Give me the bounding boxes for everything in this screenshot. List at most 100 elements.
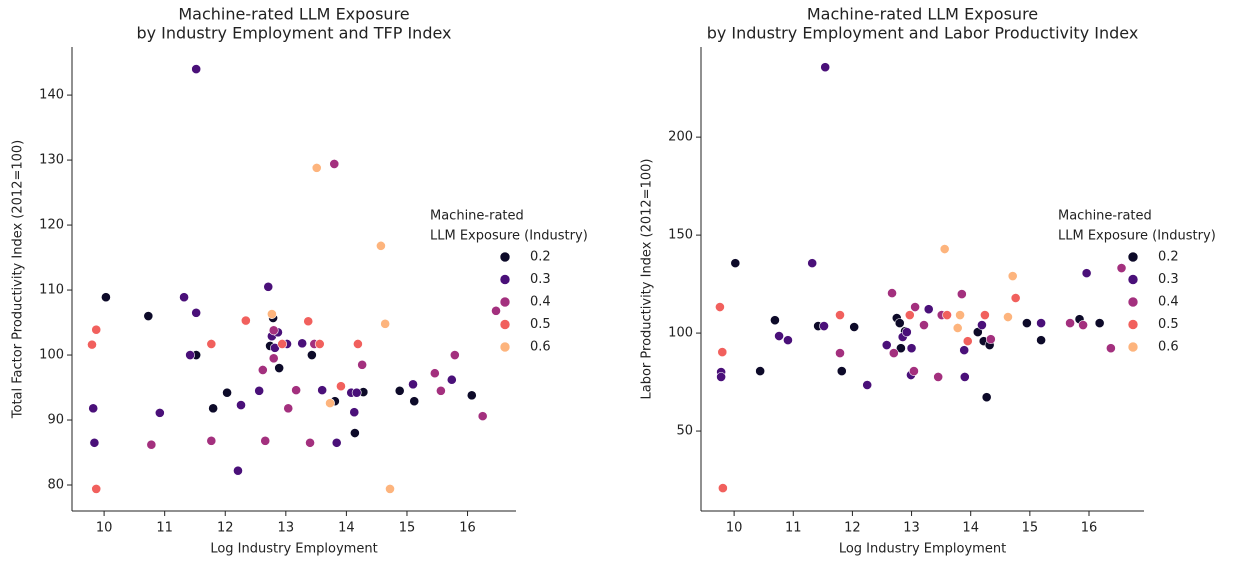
point [906, 343, 917, 354]
legend-label: 0.4 [1158, 295, 1179, 310]
point [449, 350, 460, 360]
point [222, 387, 232, 398]
point [862, 380, 873, 390]
point [266, 309, 277, 319]
point [770, 315, 780, 326]
y-tick-label: 200 [668, 130, 693, 145]
point [351, 387, 362, 398]
point [306, 350, 317, 360]
x-tick-label: 11 [785, 521, 802, 536]
legend-label: 0.5 [1158, 317, 1179, 332]
point [959, 345, 970, 356]
point [336, 381, 346, 392]
point [146, 439, 157, 450]
y-tick-label: 130 [39, 153, 64, 168]
y-axis-label: Total Factor Productivity Index (2012=10… [11, 140, 26, 419]
point [206, 435, 217, 446]
x-tick-label: 14 [338, 521, 355, 536]
point [977, 320, 987, 330]
legend-label: 0.6 [530, 340, 551, 355]
point [254, 385, 265, 396]
legend-label: 0.3 [530, 272, 551, 287]
legend-marker [1127, 296, 1139, 308]
legend-label: 0.6 [1158, 340, 1179, 355]
x-tick-label: 13 [903, 521, 920, 536]
point [260, 435, 271, 446]
point [305, 437, 315, 448]
point [717, 347, 728, 357]
point [185, 350, 196, 360]
point [955, 310, 965, 320]
legend-marker [1127, 274, 1139, 285]
point [435, 385, 446, 396]
y-tick-label: 140 [39, 88, 64, 103]
point [939, 244, 950, 254]
point [962, 336, 973, 347]
point [257, 365, 268, 375]
point [985, 334, 996, 345]
chart-title: by Industry Employment and Labor Product… [707, 24, 1139, 43]
point [1036, 318, 1046, 328]
point [331, 437, 342, 448]
point [394, 385, 405, 396]
point [1003, 312, 1013, 322]
point [297, 338, 308, 349]
point [236, 400, 246, 410]
point [942, 310, 952, 320]
point [385, 484, 395, 494]
point [409, 396, 420, 407]
point [919, 320, 929, 330]
point [353, 339, 363, 349]
point [783, 335, 793, 346]
point [349, 428, 360, 438]
point [836, 366, 847, 376]
y-tick-label: 50 [676, 424, 693, 439]
point [820, 62, 831, 73]
point [819, 321, 829, 331]
legend-title: Machine-rated [430, 209, 524, 224]
point [715, 302, 725, 312]
point [730, 258, 741, 269]
point [349, 407, 360, 418]
legend-title: Machine-rated [1058, 209, 1152, 224]
point [179, 292, 189, 303]
point [849, 322, 860, 332]
point [1007, 271, 1018, 281]
point [835, 310, 845, 320]
point [376, 240, 386, 251]
x-axis-label: Log Industry Employment [839, 542, 1006, 557]
x-tick-label: 16 [1081, 521, 1098, 536]
x-tick-label: 16 [459, 521, 476, 536]
point [1116, 263, 1127, 273]
point [101, 292, 111, 303]
point [979, 310, 990, 320]
x-tick-label: 14 [962, 521, 979, 536]
point [896, 343, 906, 354]
legend-title: LLM Exposure (Industry) [430, 229, 588, 244]
point [143, 311, 154, 321]
point [755, 366, 766, 376]
point [887, 288, 897, 299]
point [274, 363, 285, 373]
chart-title: Machine-rated LLM Exposure [178, 5, 409, 24]
point [240, 315, 251, 326]
x-tick-label: 12 [844, 521, 861, 536]
x-tick-label: 13 [278, 521, 295, 536]
point [888, 348, 899, 358]
x-tick-label: 12 [217, 521, 234, 536]
point [277, 339, 288, 349]
point [835, 348, 845, 358]
legend-label: 0.5 [530, 317, 551, 332]
point [774, 331, 784, 341]
point [881, 340, 892, 350]
x-axis-label: Log Industry Employment [210, 542, 377, 557]
point [233, 465, 243, 476]
point [959, 372, 970, 382]
y-tick-label: 80 [47, 478, 64, 493]
point [154, 407, 165, 418]
chart-title: Machine-rated LLM Exposure [807, 5, 1038, 24]
point [91, 484, 102, 494]
y-tick-label: 100 [668, 326, 693, 341]
point [1021, 318, 1032, 328]
point [91, 324, 102, 335]
